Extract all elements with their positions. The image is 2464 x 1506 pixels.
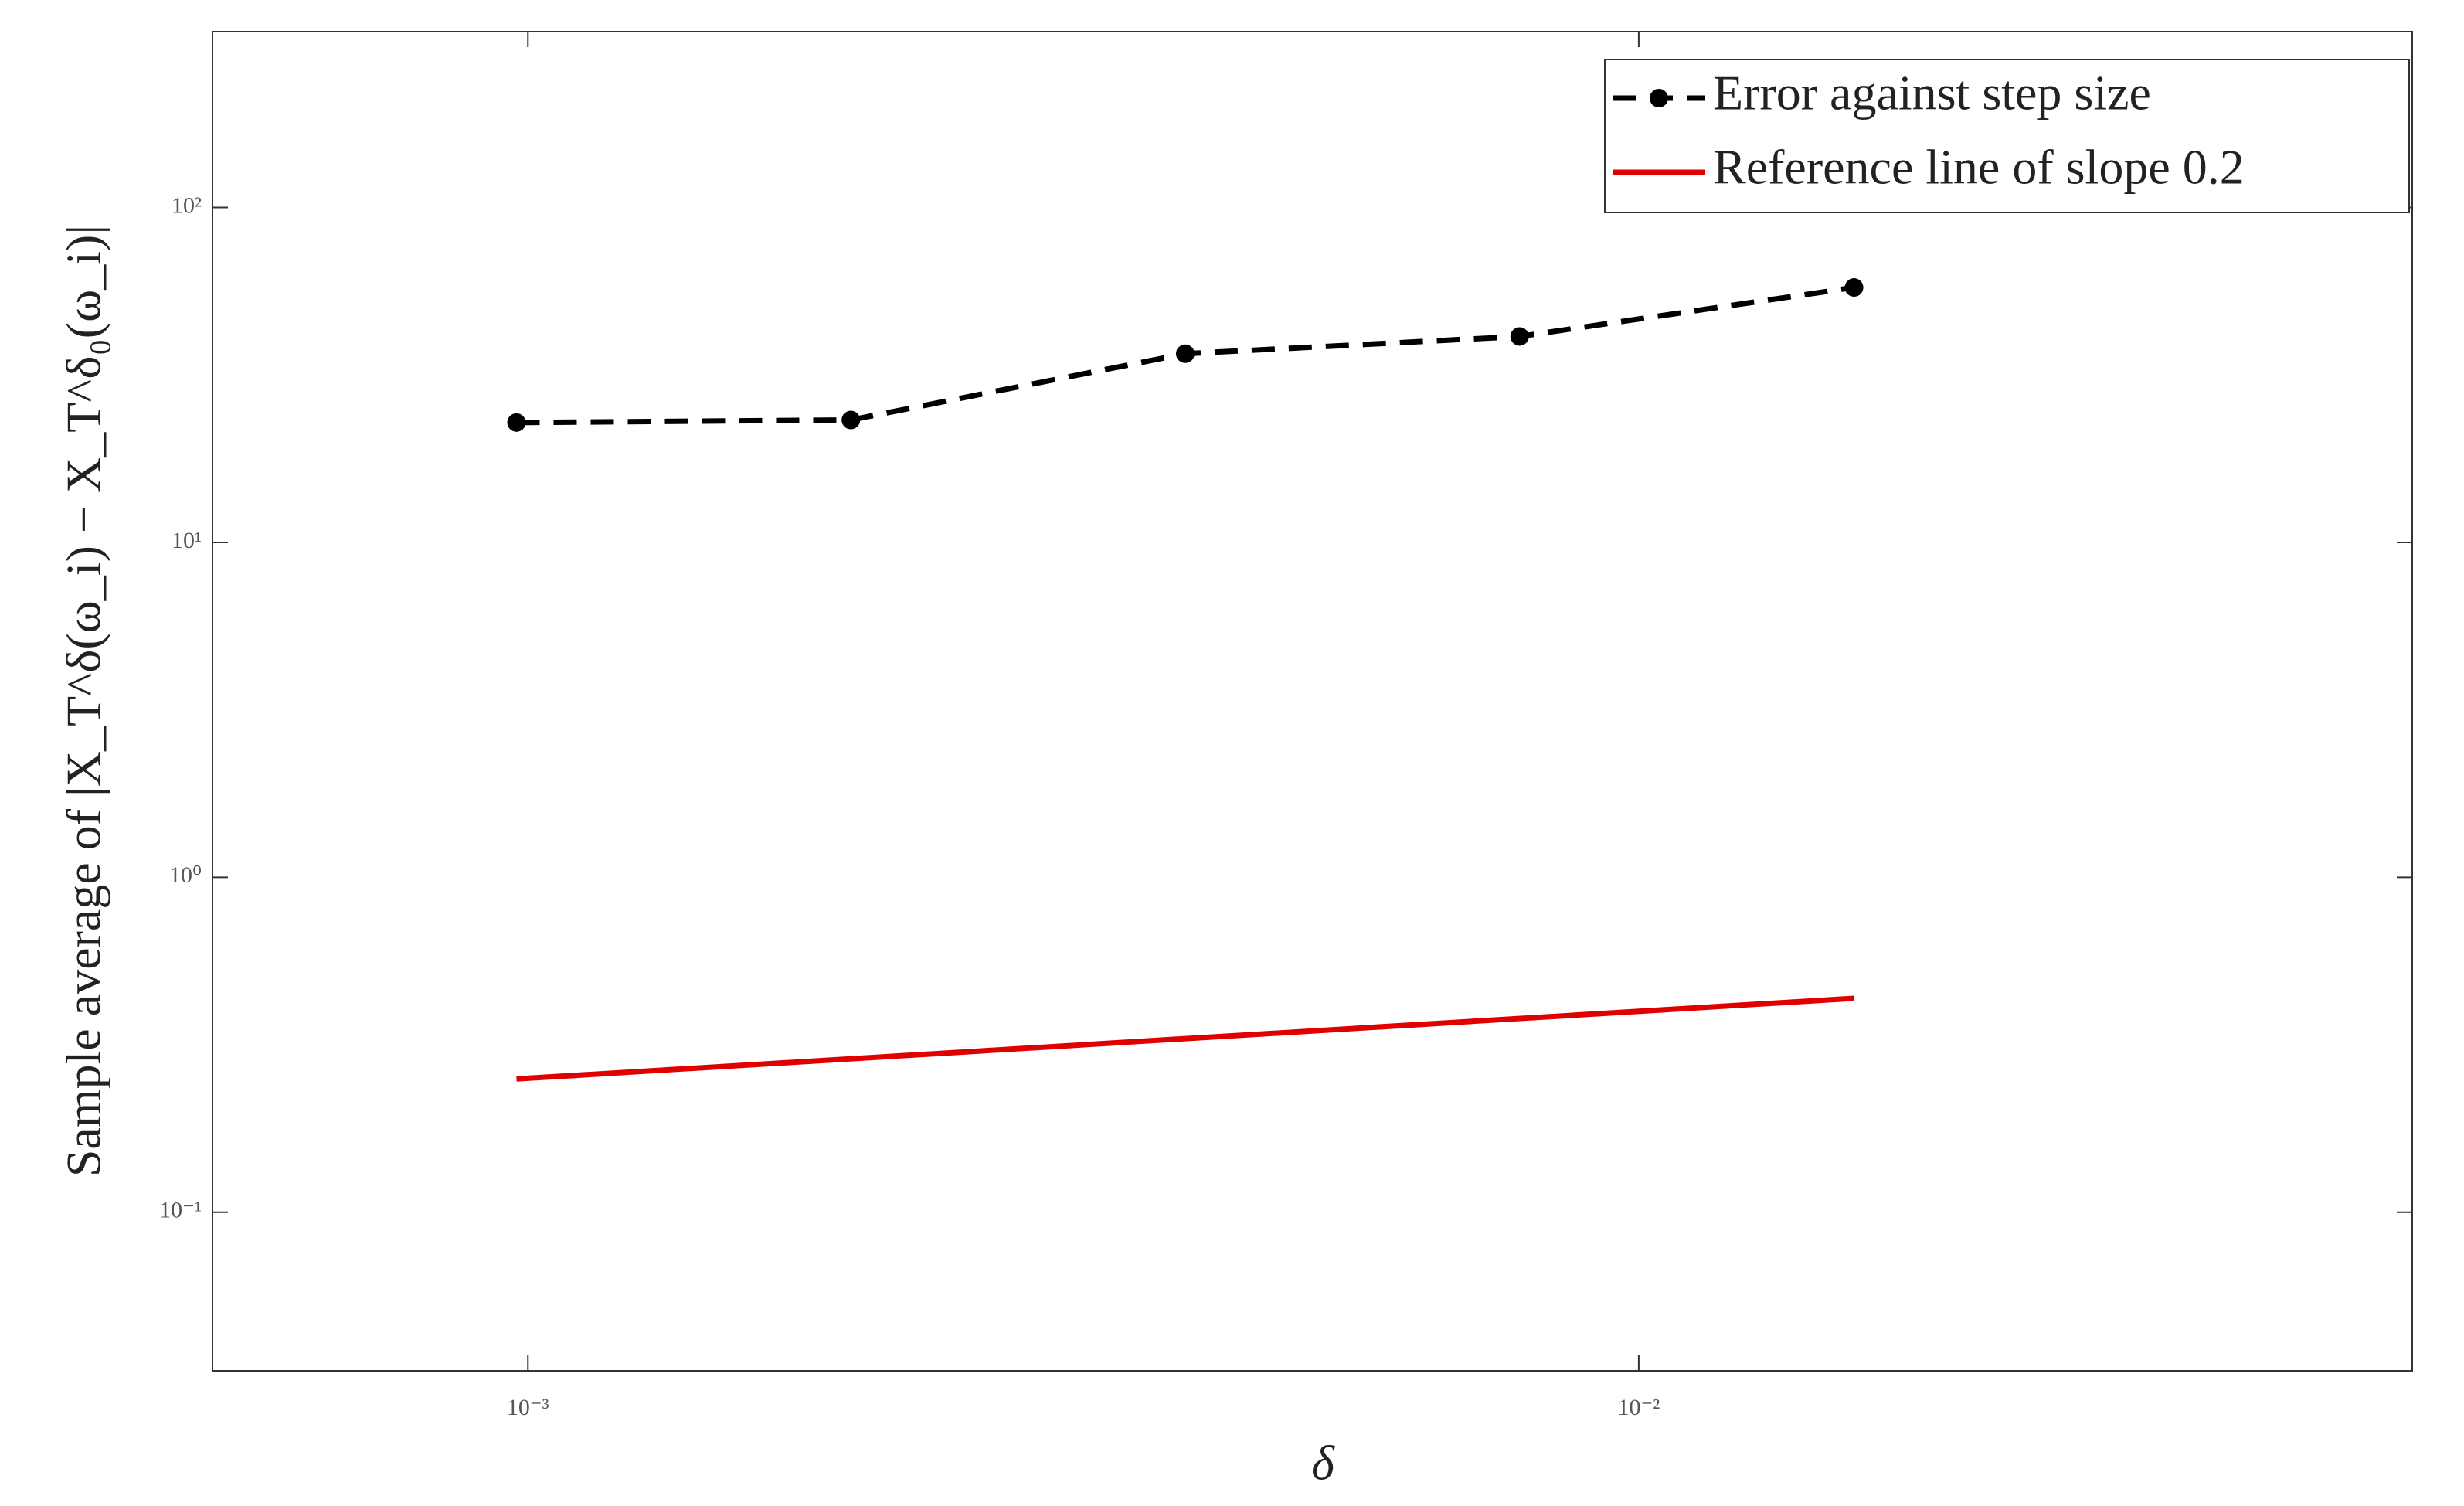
legend-box: [1604, 59, 2410, 213]
x-tick-label: 10⁻²: [1617, 1395, 1660, 1420]
legend-label: Error against step size: [1713, 66, 2151, 121]
point: [507, 413, 526, 432]
y-tick-label: 10⁻¹: [159, 1198, 202, 1223]
legend-label: Reference line of slope 0.2: [1713, 140, 2245, 195]
plot-frame: [212, 31, 2413, 1372]
y-axis-label: Sample average of |X_T^δ(ω_i) − X_T^δ₀(ω…: [56, 225, 111, 1177]
y-tick-label: 10¹: [172, 528, 202, 553]
point: [1510, 327, 1529, 346]
point: [1844, 278, 1864, 297]
legend-marker: [1650, 89, 1668, 107]
point: [1176, 344, 1195, 363]
x-tick-label: 10⁻³: [507, 1395, 549, 1420]
series-line: [516, 995, 1854, 1082]
y-tick-label: 10²: [172, 192, 202, 218]
x-axis-label: δ: [1311, 1436, 1335, 1491]
point: [841, 410, 861, 430]
y-tick-label: 10⁰: [169, 862, 202, 888]
